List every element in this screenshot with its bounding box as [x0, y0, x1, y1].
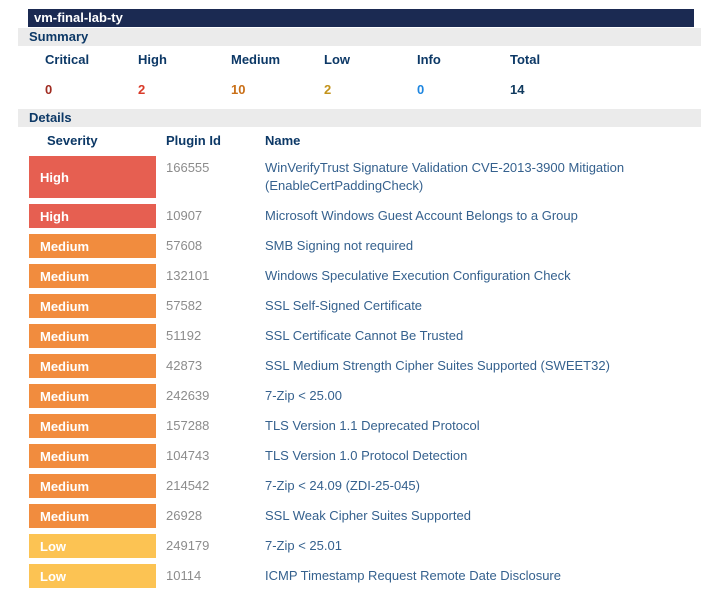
vulnerability-name: SSL Medium Strength Cipher Suites Suppor…	[265, 358, 610, 373]
summary-column-value: 14	[510, 82, 525, 97]
plugin-id-cell: 57608	[166, 238, 203, 253]
severity-badge: Low	[29, 534, 156, 558]
table-row: Low 10114 ICMP Timestamp Request Remote …	[29, 564, 694, 588]
vulnerability-name: Windows Speculative Execution Configurat…	[265, 268, 571, 283]
plugin-id-cell: 242639	[166, 388, 210, 403]
column-header-name: Name	[265, 133, 301, 148]
vulnerability-name: TLS Version 1.0 Protocol Detection	[265, 448, 468, 463]
table-row: Medium 157288 TLS Version 1.1 Deprecated…	[29, 414, 694, 438]
table-row: Medium 214542 7-Zip < 24.09 (ZDI-25-045)	[29, 474, 694, 498]
summary-heading: Summary	[29, 29, 89, 44]
severity-badge: Medium	[29, 294, 156, 318]
plugin-id-cell: 214542	[166, 478, 210, 493]
plugin-id-cell: 104743	[166, 448, 210, 463]
plugin-id-cell: 249179	[166, 538, 210, 553]
severity-badge: Medium	[29, 354, 156, 378]
summary-section-bar: Summary	[18, 28, 701, 46]
severity-badge: Medium	[29, 444, 156, 468]
details-section-bar: Details	[18, 109, 701, 127]
plugin-id-cell: 42873	[166, 358, 203, 373]
summary-column-value: 2	[138, 82, 146, 97]
vulnerability-name: SSL Weak Cipher Suites Supported	[265, 508, 471, 523]
table-row: Low 249179 7-Zip < 25.01	[29, 534, 694, 558]
column-header-plugin-id: Plugin Id	[166, 133, 221, 148]
plugin-id-cell: 10907	[166, 208, 203, 223]
summary-column-value: 0	[417, 82, 425, 97]
summary-column-label: Info	[417, 52, 441, 67]
table-row: Medium 26928 SSL Weak Cipher Suites Supp…	[29, 504, 694, 528]
severity-badge: Medium	[29, 234, 156, 258]
severity-badge: High	[29, 204, 156, 228]
plugin-id-cell: 10114	[166, 568, 202, 583]
table-row: High 166555 WinVerifyTrust Signature Val…	[29, 156, 694, 198]
severity-badge: Medium	[29, 384, 156, 408]
plugin-id-cell: 132101	[166, 268, 210, 283]
vulnerability-name: 7-Zip < 24.09 (ZDI-25-045)	[265, 478, 420, 493]
summary-column-value: 0	[45, 82, 53, 97]
details-rows: High 166555 WinVerifyTrust Signature Val…	[0, 156, 701, 588]
details-header-row: Severity Plugin Id Name	[29, 133, 701, 148]
vulnerability-name: 7-Zip < 25.00	[265, 388, 342, 403]
vulnerability-name: 7-Zip < 25.01	[265, 538, 342, 553]
severity-badge: High	[29, 156, 156, 198]
vulnerability-name: Microsoft Windows Guest Account Belongs …	[265, 208, 578, 223]
host-title: vm-final-lab-ty	[34, 10, 123, 25]
severity-badge: Medium	[29, 264, 156, 288]
summary-column-label: High	[138, 52, 167, 67]
summary-column-value: 2	[324, 82, 332, 97]
summary-column-label: Critical	[45, 52, 90, 67]
table-row: Medium 242639 7-Zip < 25.00	[29, 384, 694, 408]
summary-column-label: Low	[324, 52, 350, 67]
table-row: Medium 57608 SMB Signing not required	[29, 234, 694, 258]
plugin-id-cell: 51192	[166, 328, 202, 343]
severity-badge: Medium	[29, 504, 156, 528]
scan-report: vm-final-lab-ty Summary Critical High Medi…	[0, 9, 701, 588]
plugin-id-cell: 26928	[166, 508, 203, 523]
details-heading: Details	[29, 110, 72, 125]
table-row: Medium 104743 TLS Version 1.0 Protocol D…	[29, 444, 694, 468]
vulnerability-name: WinVerifyTrust Signature Validation CVE-…	[265, 160, 625, 193]
vulnerability-name: SSL Certificate Cannot Be Trusted	[265, 328, 464, 343]
table-row: Medium 57582 SSL Self-Signed Certificate	[29, 294, 694, 318]
plugin-id-cell: 57582	[166, 298, 203, 313]
vulnerability-name: ICMP Timestamp Request Remote Date Discl…	[265, 568, 561, 583]
vulnerability-name: SMB Signing not required	[265, 238, 414, 253]
summary-column-label: Medium	[231, 52, 281, 67]
plugin-id-cell: 166555	[166, 160, 210, 175]
table-row: High 10907 Microsoft Windows Guest Accou…	[29, 204, 694, 228]
severity-badge: Medium	[29, 324, 156, 348]
summary-value-row: 0 2 10 2 0 14	[45, 83, 701, 97]
severity-badge: Medium	[29, 474, 156, 498]
report-title-bar: vm-final-lab-ty	[28, 9, 694, 27]
table-row: Medium 42873 SSL Medium Strength Cipher …	[29, 354, 694, 378]
summary-column-label: Total	[510, 52, 541, 67]
summary-header-row: Critical High Medium Low Info Total	[45, 53, 701, 67]
table-row: Medium 132101 Windows Speculative Execut…	[29, 264, 694, 288]
severity-badge: Medium	[29, 414, 156, 438]
vulnerability-name: SSL Self-Signed Certificate	[265, 298, 423, 313]
column-header-severity: Severity	[47, 133, 98, 148]
plugin-id-cell: 157288	[166, 418, 210, 433]
table-row: Medium 51192 SSL Certificate Cannot Be T…	[29, 324, 694, 348]
vulnerability-name: TLS Version 1.1 Deprecated Protocol	[265, 418, 480, 433]
summary-column-value: 10	[231, 82, 246, 97]
severity-badge: Low	[29, 564, 156, 588]
